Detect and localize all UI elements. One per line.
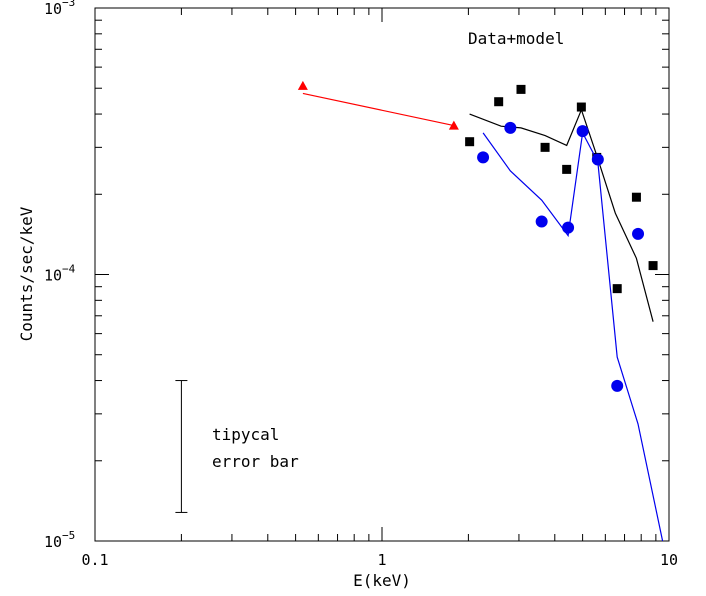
y-tick-label: 10 [44,533,62,551]
y-tick-label: 10 [44,267,62,285]
model-line [482,130,664,542]
y-tick-label: 10 [44,0,62,18]
series-2 [465,84,658,294]
error-bar-label-line1: tipycal [212,425,279,444]
x-axis-label: E(keV) [353,571,411,590]
data-point-square [540,142,550,152]
data-point-square [648,261,658,271]
error-bar-label-line2: error bar [212,452,299,471]
series-5 [482,130,664,542]
legend-text: Data+model [468,29,564,48]
y-tick-exponent: −5 [62,529,75,542]
data-point-square [516,84,526,94]
data-point-circle [477,151,490,164]
data-point-circle [632,227,645,240]
series-4 [477,121,645,392]
data-point-square [465,137,475,147]
x-tick-labels: 0.1 1 10 [81,551,678,569]
data-point-circle [504,121,517,134]
data-point-circle [611,379,624,392]
data-point-triangle [297,80,308,90]
data-point-circle [535,215,548,228]
x-tick-label: 0.1 [81,551,108,569]
data-point-square [612,284,622,294]
series-1 [302,92,455,127]
x-tick-label: 1 [377,551,386,569]
series-3 [469,108,654,322]
error-bar [175,380,188,513]
data-series [297,80,664,542]
y-axis-label: Counts/sec/keV [17,206,36,341]
model-line [302,92,455,127]
y-tick-exponent: −4 [62,263,76,276]
x-tick-label: 10 [660,551,678,569]
data-point-square [494,97,504,107]
data-point-square [576,102,586,112]
y-tick-labels: 10−510−410−3 [44,0,76,551]
series-0 [297,80,459,130]
model-line [469,108,654,322]
data-point-square [631,192,641,202]
y-tick-exponent: −3 [62,0,75,9]
data-point-circle [576,125,589,138]
data-point-square [562,164,572,174]
